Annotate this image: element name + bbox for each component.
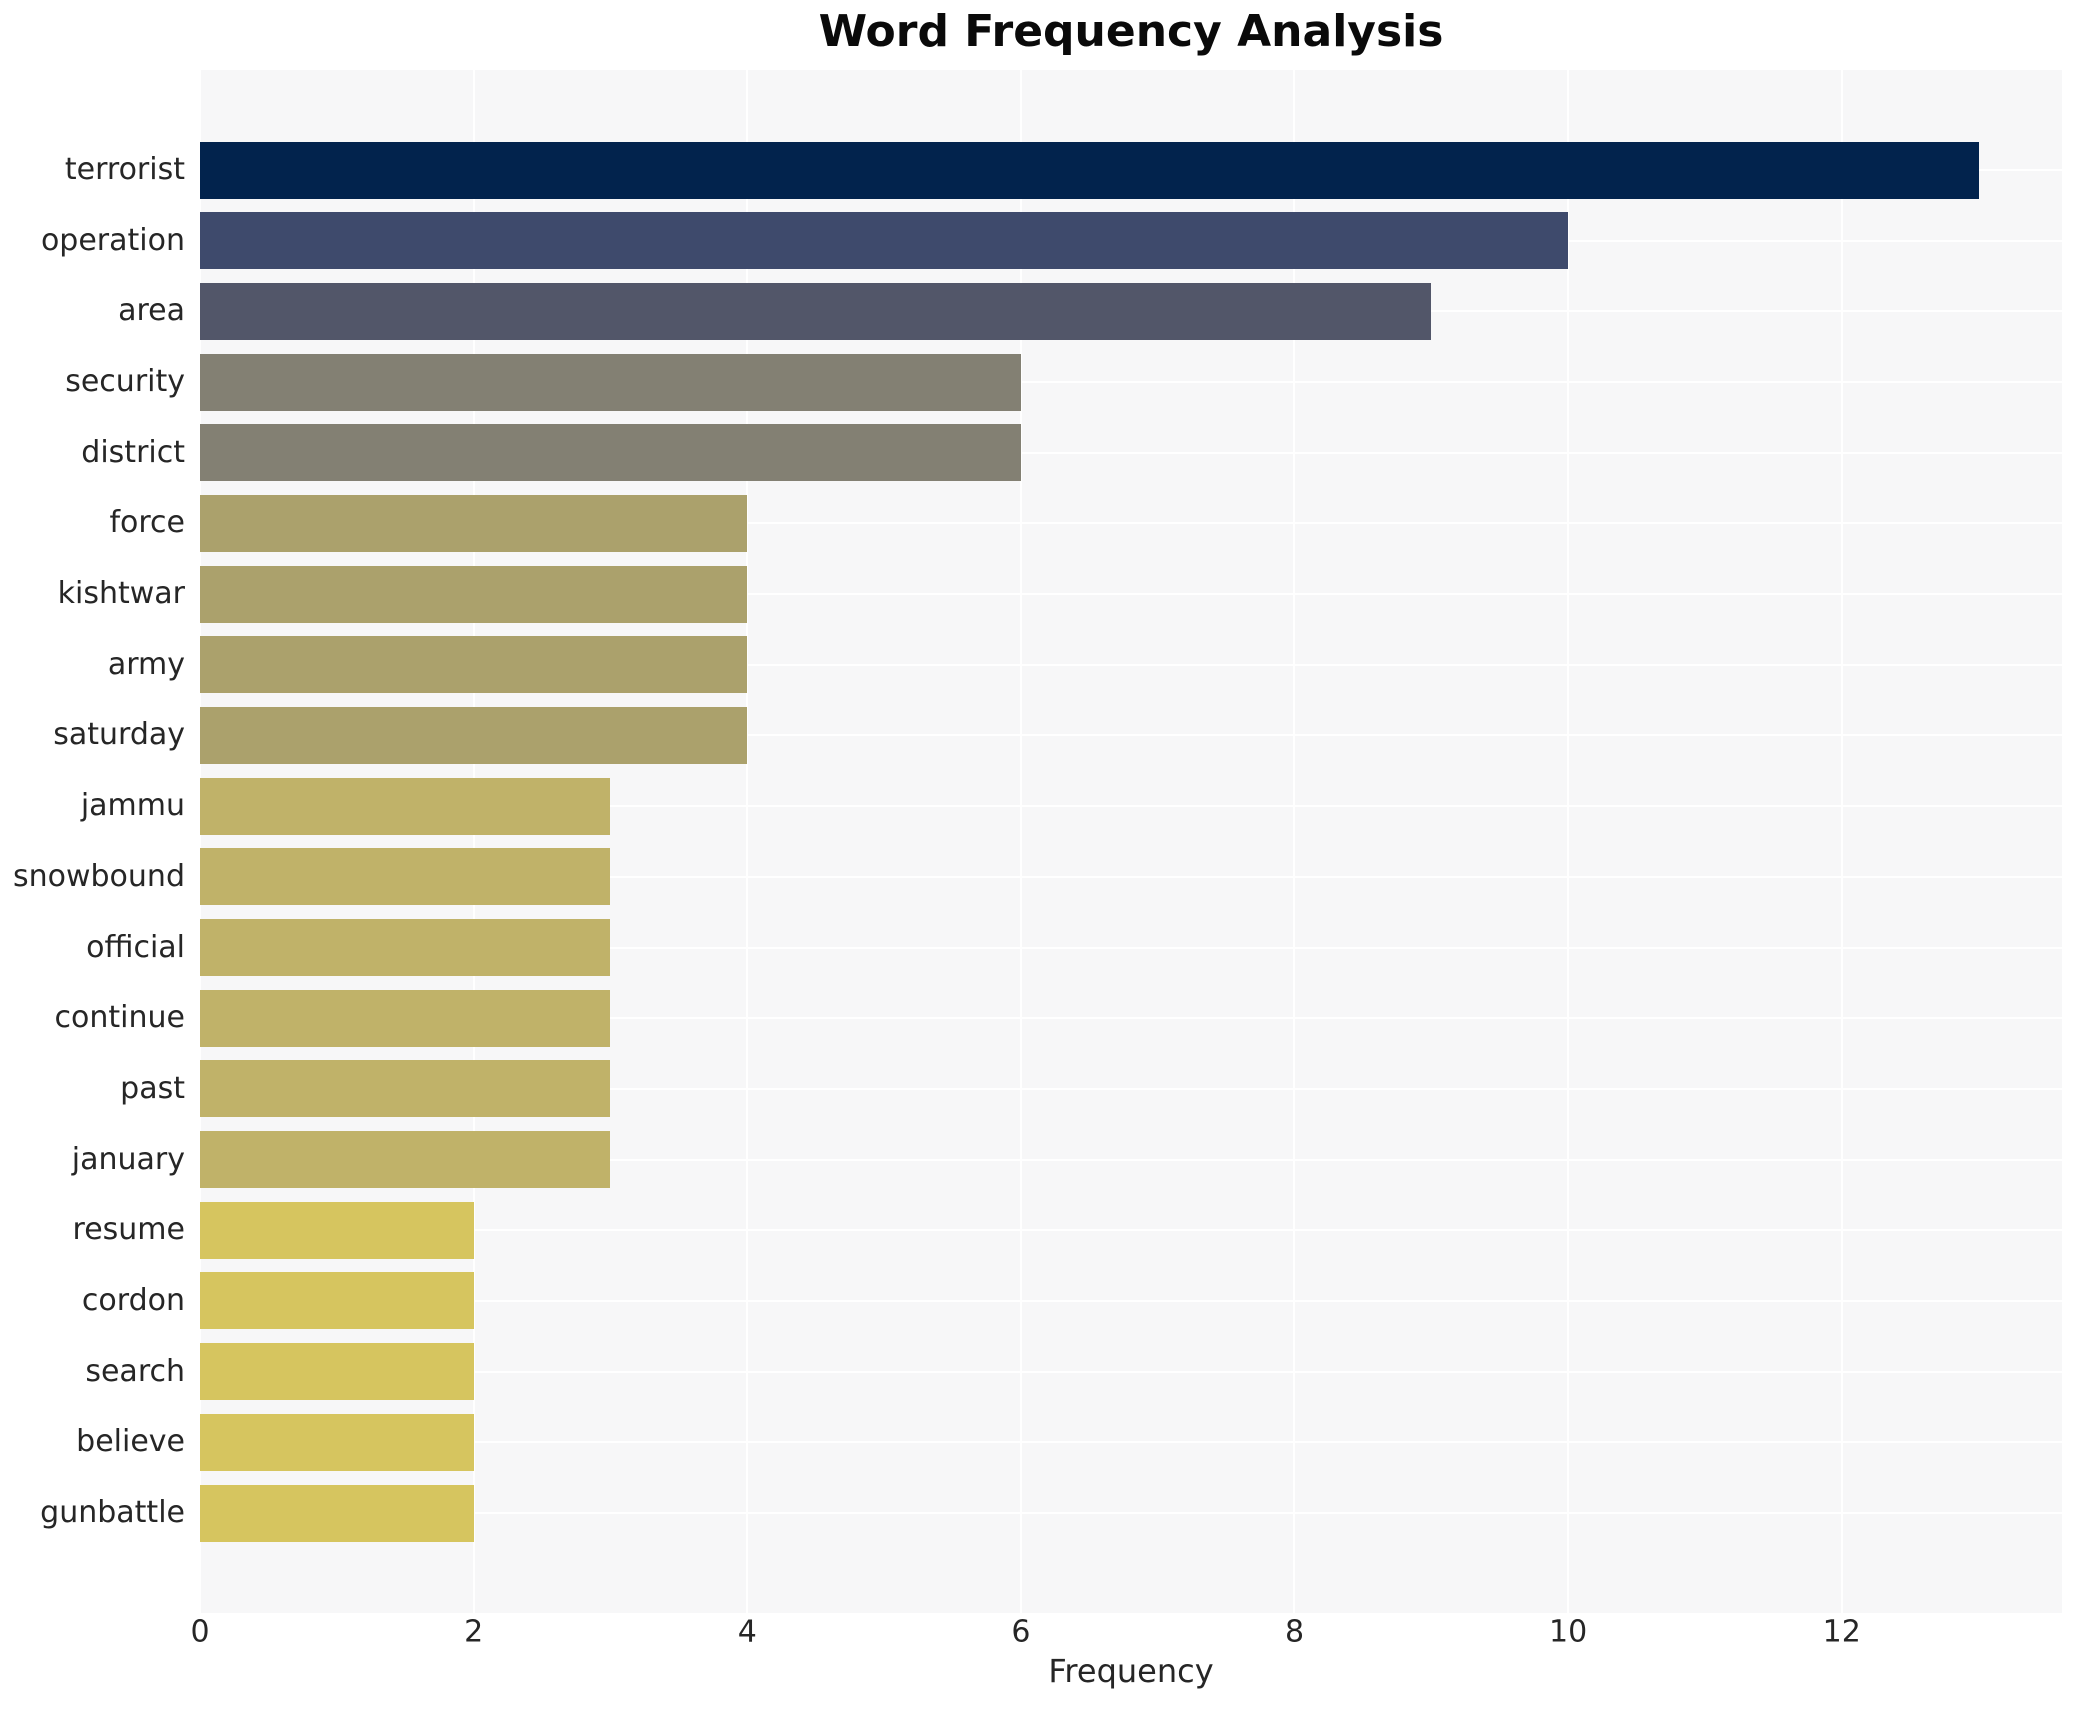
y-label-resume: resume [72, 1212, 185, 1248]
y-gridline-past [200, 1087, 2062, 1090]
y-gridline-army [200, 663, 2062, 666]
y-gridline-jammu [200, 805, 2062, 808]
bar-army [200, 636, 748, 694]
bar-search [200, 1343, 474, 1401]
y-gridline-official [200, 946, 2062, 949]
x-tick-12: 12 [1822, 1614, 1861, 1650]
bar-gunbattle [200, 1484, 474, 1542]
y-gridline-force [200, 522, 2062, 525]
x-tick-8: 8 [1284, 1614, 1305, 1650]
bar-terrorist [200, 141, 1979, 199]
bar-official [200, 919, 611, 977]
y-label-search: search [85, 1353, 185, 1389]
x-gridline-10 [1567, 70, 1570, 1613]
bar-resume [200, 1201, 474, 1259]
y-gridline-gunbattle [200, 1512, 2062, 1514]
bar-saturday [200, 706, 748, 764]
y-gridline-search [200, 1370, 2062, 1373]
x-gridline-6 [1019, 70, 1022, 1613]
bar-january [200, 1131, 611, 1189]
x-axis-label: Frequency [1048, 1652, 1214, 1690]
x-gridline-12 [1840, 70, 1843, 1613]
y-gridline-saturday [200, 734, 2062, 737]
y-label-army: army [107, 646, 185, 682]
bar-force [200, 494, 748, 552]
y-gridline-cordon [200, 1299, 2062, 1302]
y-gridline-security [200, 381, 2062, 384]
y-label-area: area [118, 293, 185, 329]
y-label-security: security [65, 363, 185, 399]
y-label-january: january [71, 1141, 185, 1177]
y-label-continue: continue [54, 1000, 185, 1036]
y-label-official: official [86, 929, 185, 965]
y-label-past: past [120, 1070, 185, 1106]
x-tick-0: 0 [190, 1614, 210, 1650]
y-gridline-resume [200, 1229, 2062, 1232]
y-gridline-kishtwar [200, 593, 2062, 596]
bar-security [200, 353, 1021, 411]
y-label-jammu: jammu [80, 787, 185, 823]
bar-continue [200, 989, 611, 1047]
y-gridline-district [200, 451, 2062, 454]
bar-past [200, 1060, 611, 1118]
bar-cordon [200, 1272, 474, 1330]
y-gridline-january [200, 1158, 2062, 1161]
chart-title: Word Frequency Analysis [818, 6, 1444, 57]
x-gridline-2 [472, 70, 475, 1613]
bar-snowbound [200, 848, 611, 906]
bar-jammu [200, 777, 611, 835]
x-tick-2: 2 [464, 1614, 484, 1650]
bar-believe [200, 1413, 474, 1471]
bar-district [200, 424, 1021, 482]
x-tick-4: 4 [737, 1614, 757, 1650]
y-gridline-snowbound [200, 875, 2062, 878]
y-label-kishtwar: kishtwar [57, 575, 185, 611]
y-label-believe: believe [76, 1424, 185, 1460]
y-label-gunbattle: gunbattle [40, 1494, 185, 1530]
y-label-saturday: saturday [53, 717, 185, 753]
y-label-operation: operation [40, 222, 185, 258]
y-gridline-believe [200, 1441, 2062, 1444]
y-label-force: force [109, 505, 185, 541]
y-label-snowbound: snowbound [12, 858, 185, 894]
y-gridline-continue [200, 1017, 2062, 1020]
plot-area [199, 70, 2062, 1613]
y-label-terrorist: terrorist [64, 151, 185, 187]
y-label-cordon: cordon [81, 1282, 185, 1318]
x-tick-6: 6 [1011, 1614, 1031, 1650]
y-label-district: district [81, 434, 185, 470]
bar-kishtwar [200, 565, 748, 623]
x-tick-10: 10 [1549, 1614, 1588, 1650]
bar-area [200, 282, 1432, 340]
bar-operation [200, 212, 1569, 270]
x-gridline-4 [746, 70, 749, 1613]
x-gridline-8 [1293, 70, 1296, 1613]
x-gridline-0 [199, 70, 201, 1613]
